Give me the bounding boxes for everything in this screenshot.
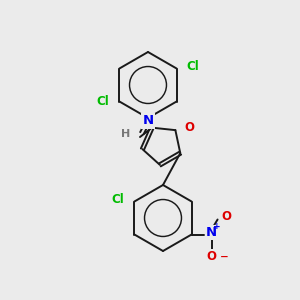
Text: Cl: Cl [187,60,199,73]
Text: O: O [184,121,194,134]
Text: Cl: Cl [97,95,110,108]
Text: N: N [206,226,217,239]
Text: −: − [220,251,228,262]
Text: O: O [207,250,217,263]
Text: Cl: Cl [112,193,124,206]
Text: N: N [142,115,154,128]
Text: H: H [121,129,130,139]
Text: +: + [213,222,220,231]
Text: O: O [222,210,232,223]
